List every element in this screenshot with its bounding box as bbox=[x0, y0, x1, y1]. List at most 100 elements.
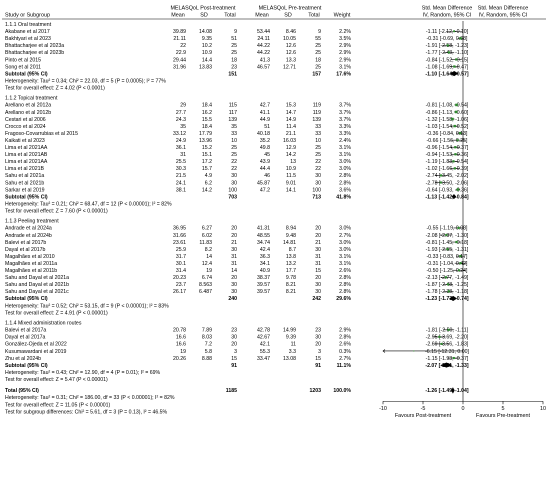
post-mean-value: 24.3 bbox=[176, 117, 186, 123]
post-sd-value: 4.9 bbox=[205, 173, 212, 179]
smd-ci-value: -0.31 [-0.69, 0.08] bbox=[427, 36, 469, 42]
post-total-value: 20 bbox=[231, 226, 237, 232]
post-mean-value: 23.7 bbox=[176, 282, 186, 288]
post-sd-value: 6.487 bbox=[199, 289, 212, 295]
pre-sd-value: 12.6 bbox=[286, 43, 296, 49]
smd-ci-value: -1.03 [-1.54, -0.52] bbox=[426, 124, 469, 130]
post-mean-value: 21.11 bbox=[173, 36, 186, 42]
pre-total-value: 55 bbox=[315, 36, 321, 42]
effect-marker bbox=[455, 58, 458, 61]
post-mean-value: 24.9 bbox=[176, 138, 186, 144]
smd-ci-value: -1.02 [-1.66, -0.39] bbox=[426, 166, 469, 172]
study-name: Sahu et al 2021b bbox=[5, 180, 44, 186]
overall-effect-text: Test for overall effect: Z = 4.91 (P < 0… bbox=[5, 310, 108, 316]
pre-sd-value: 15.3 bbox=[286, 103, 296, 109]
subtotal-pre-total: 242 bbox=[312, 296, 321, 302]
subtotal-ci: -1.10 [-1.64, -0.57] bbox=[425, 71, 469, 77]
post-group-header: MELASQoL Post-treatment bbox=[170, 6, 236, 12]
weight-value: 2.9% bbox=[339, 50, 351, 56]
x-tick-label: 10 bbox=[540, 406, 546, 412]
subtotal-diamond bbox=[449, 70, 459, 77]
post-sd-value: 7.2 bbox=[205, 342, 212, 348]
post-total-value: 30 bbox=[231, 173, 237, 179]
pre-mean-value: 44.22 bbox=[257, 50, 270, 56]
smd-column-header: Std. Mean Difference bbox=[422, 6, 473, 12]
pre-sd-value: 8.7 bbox=[289, 247, 296, 253]
effect-marker bbox=[447, 290, 450, 293]
weight-value: 2.8% bbox=[339, 282, 351, 288]
pre-total-value: 25 bbox=[315, 43, 321, 49]
effect-marker bbox=[452, 160, 455, 163]
pre-total-value: 20 bbox=[315, 275, 321, 281]
post-total-value: 35 bbox=[231, 124, 237, 130]
post-total-value: 100 bbox=[228, 187, 237, 193]
post-mean-value: 23.61 bbox=[173, 240, 186, 246]
pre-sd-value: 12.9 bbox=[286, 145, 296, 151]
study-name: Dayal et al 2017a bbox=[5, 335, 45, 341]
pre-sd-value: 13 bbox=[290, 159, 296, 165]
effect-marker bbox=[447, 328, 450, 331]
post-sd-value: 19 bbox=[206, 268, 212, 274]
subtotal-label: Subtotal (95% CI) bbox=[5, 296, 48, 302]
x-tick-label: -10 bbox=[379, 406, 387, 412]
study-name: Sahu and Dayal et al 2021b bbox=[5, 282, 69, 288]
weight-value: 3.0% bbox=[339, 159, 351, 165]
smd-ci-value: -0.33 [-0.83, 0.17] bbox=[427, 254, 469, 260]
weight-header: Weight bbox=[334, 13, 351, 19]
pre-total-value: 20 bbox=[315, 226, 321, 232]
subtotal-label: Subtotal (95% CI) bbox=[5, 71, 48, 77]
subgroup-title: 1.1.2 Topical treatment bbox=[5, 96, 58, 102]
post-total-value: 51 bbox=[231, 36, 237, 42]
post-total-value: 21 bbox=[231, 240, 237, 246]
post-mean-value: 16.6 bbox=[176, 342, 186, 348]
pre-mean-value: 41.31 bbox=[257, 226, 270, 232]
subtotal-post-total: 240 bbox=[228, 296, 237, 302]
post-sd-value: 6.27 bbox=[202, 226, 212, 232]
post-sd-value: 10.9 bbox=[202, 50, 212, 56]
pre-total-value: 30 bbox=[315, 173, 321, 179]
study-name: Andrade et al 2024b bbox=[5, 233, 52, 239]
smd-ci-value: -2.69 [-3.56, -1.83] bbox=[426, 342, 469, 348]
pre-mean-value: 49.8 bbox=[260, 145, 270, 151]
pre-mean-value: 44.9 bbox=[260, 117, 270, 123]
post-total-value: 117 bbox=[229, 110, 237, 116]
pre-sd-value: 12.6 bbox=[286, 50, 296, 56]
pre-total-value: 31 bbox=[315, 261, 321, 267]
post-mean-value: 31.4 bbox=[176, 268, 186, 274]
x-tick-label: 0 bbox=[462, 406, 465, 412]
smd-ci-value: -1.11 [-2.12, -0.10] bbox=[426, 29, 469, 35]
pre-sd-value: 8.21 bbox=[286, 282, 296, 288]
study-name: Balevi et al 2017b bbox=[5, 240, 46, 246]
pre-total-value: 30 bbox=[315, 247, 321, 253]
study-name: Balevi et al 2017a bbox=[5, 328, 46, 334]
study-name: Sahu et al 2021a bbox=[5, 173, 44, 179]
weight-value: 2.9% bbox=[339, 328, 351, 334]
study-name: Bhattacharjee et al 2023b bbox=[5, 50, 64, 56]
pre-sd-value: 16.03 bbox=[283, 138, 296, 144]
pre-total-value: 100 bbox=[312, 187, 321, 193]
pre-total-value: 15 bbox=[315, 356, 321, 362]
effect-marker bbox=[447, 51, 450, 54]
subtotal-weight: 17.6% bbox=[336, 71, 351, 77]
pre-mean-value: 51 bbox=[264, 124, 270, 130]
pre-total-value: 25 bbox=[315, 152, 321, 158]
study-name: Bakhtyari et al 2023 bbox=[5, 36, 51, 42]
pre-total-value: 25 bbox=[315, 64, 321, 70]
weight-value: 3.3% bbox=[339, 131, 351, 137]
post-total-value: 20 bbox=[231, 275, 237, 281]
pre-sd-value: 8.94 bbox=[286, 226, 296, 232]
pre-mean-value: 43.9 bbox=[260, 159, 270, 165]
post-total-value: 31 bbox=[231, 254, 237, 260]
heterogeneity-text: Heterogeneity: Tau² = 0.34; Chi² = 22.03… bbox=[5, 78, 166, 84]
effect-marker bbox=[446, 44, 449, 47]
post-sd-value: 14.4 bbox=[202, 57, 212, 63]
smd-ci-value: -2.74 [-3.45, -2.02] bbox=[426, 173, 469, 179]
post-total-value: 139 bbox=[228, 117, 237, 123]
footer-statistic: Heterogeneity: Tau² = 0.31; Chi² = 186.0… bbox=[5, 395, 175, 401]
pre-sd-value: 9.01 bbox=[286, 180, 296, 186]
study-name: Arellano et al 2012a bbox=[5, 103, 51, 109]
study-name: Fragoso-Covarrubias et al 2015 bbox=[5, 131, 78, 137]
study-name: Kusumawardani et al 2019 bbox=[5, 349, 67, 355]
post-sd-value: 13.96 bbox=[199, 138, 212, 144]
pre-total-value: 25 bbox=[315, 145, 321, 151]
